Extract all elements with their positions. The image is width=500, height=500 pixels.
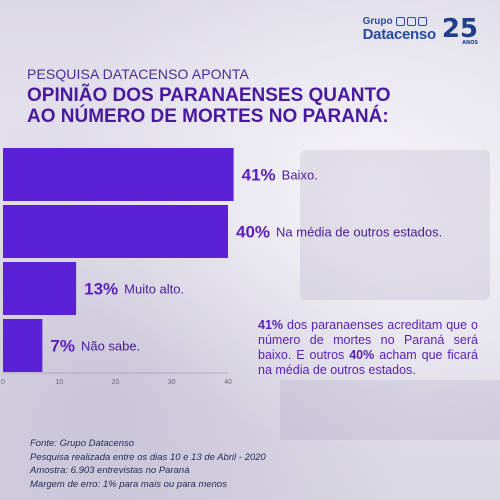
summary-note: 41% dos paranaenses acreditam que o núme… xyxy=(258,318,478,378)
background-shape xyxy=(300,150,490,300)
bar-category-label: Muito alto. xyxy=(124,282,184,297)
x-tick-label: 10 xyxy=(55,379,63,386)
bar-1 xyxy=(3,148,234,201)
page-subtitle: PESQUISA DATACENSO APONTA xyxy=(27,66,249,82)
anniversary-anos: ANOS xyxy=(462,40,478,46)
bar-category-label: Na média de outros estados. xyxy=(276,225,442,240)
logo-datacenso-text: Datacenso xyxy=(362,25,436,43)
bar-value-label: 7% xyxy=(50,337,75,356)
x-tick-label: 30 xyxy=(168,379,176,386)
summary-pct-1: 41% xyxy=(258,318,284,332)
x-tick-label: 0 xyxy=(1,379,5,386)
bar-value-label: 41% xyxy=(242,166,276,185)
summary-pct-2: 40% xyxy=(349,348,375,362)
footer-margin: Margem de erro: 1% para mais ou para men… xyxy=(30,478,227,490)
summary-text-2: acham que ficará na média de outros esta… xyxy=(258,348,478,377)
bar-category-label: Não sabe. xyxy=(81,339,140,354)
x-tick-label: 20 xyxy=(112,379,120,386)
background-shape xyxy=(280,380,500,440)
footer-notes: Fonte: Grupo Datacenso Pesquisa realizad… xyxy=(30,437,266,491)
bar-3 xyxy=(3,262,77,315)
logo-grupo-text: Grupo xyxy=(362,15,393,27)
page-title: OPINIÃO DOS PARANAENSES QUANTO AO NÚMERO… xyxy=(27,85,391,127)
anniversary-badge: 25 ANOS xyxy=(441,14,478,46)
summary-text-1: dos paranaenses acreditam que o número d… xyxy=(258,318,478,362)
footer-sample: Amostra: 6.903 entrevistas no Paraná xyxy=(30,465,190,476)
footer-source: Fonte: Grupo Datacenso xyxy=(30,438,135,449)
brand-logo: Grupo Datacenso 25 ANOS xyxy=(362,14,478,46)
bar-value-label: 13% xyxy=(84,280,118,299)
logo-icons xyxy=(395,17,427,26)
bar-4 xyxy=(3,319,43,372)
anniversary-number: 25 xyxy=(441,14,478,44)
footer-period: Pesquisa realizada entre os dias 10 e 13… xyxy=(30,451,266,463)
bar-2 xyxy=(3,205,228,258)
bar-value-label: 40% xyxy=(236,223,270,242)
bar-category-label: Baixo. xyxy=(282,168,318,183)
x-tick-label: 40 xyxy=(224,379,232,386)
